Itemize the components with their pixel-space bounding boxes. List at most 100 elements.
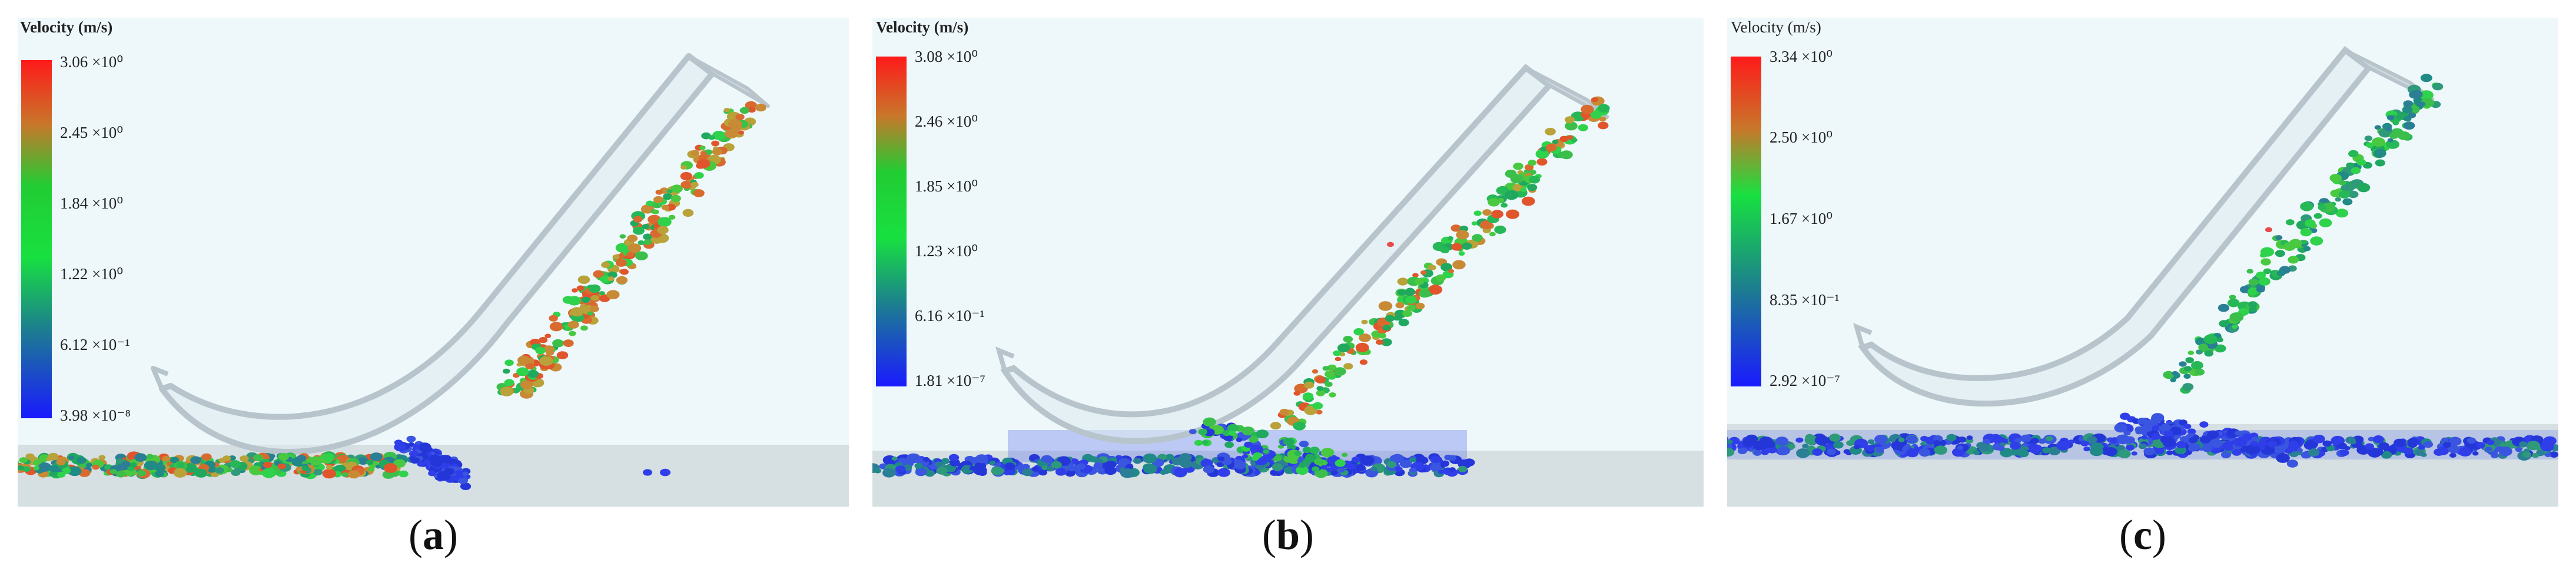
sim-background: [872, 18, 1704, 507]
particle: [1451, 243, 1462, 251]
particle: [2141, 435, 2147, 440]
particle: [520, 380, 533, 389]
particle: [1335, 356, 1342, 362]
particle: [1566, 135, 1574, 140]
particle: [1224, 441, 1234, 448]
particle: [170, 457, 180, 464]
particle: [1415, 302, 1425, 310]
particle: [1236, 437, 1243, 442]
particle: [2118, 449, 2131, 458]
particle: [1143, 464, 1157, 474]
legend-tick: 2.50 ×10⁰: [1770, 128, 1833, 146]
particle: [1273, 455, 1282, 462]
particle: [1038, 469, 1048, 476]
particle: [2100, 447, 2112, 455]
particle: [691, 150, 700, 156]
particle: [2472, 451, 2479, 456]
particle: [2381, 451, 2392, 459]
particle: [25, 453, 35, 460]
particle: [2045, 436, 2053, 441]
particle: [525, 363, 535, 370]
particle: [2204, 350, 2214, 357]
particle: [2163, 430, 2173, 437]
particle: [2227, 299, 2240, 308]
particle: [368, 467, 375, 472]
particle: [1316, 386, 1324, 391]
particle: [567, 320, 579, 329]
particle: [277, 463, 286, 469]
particle: [670, 194, 681, 202]
particle: [1463, 458, 1475, 467]
particle: [2448, 445, 2460, 454]
particle: [975, 454, 988, 464]
particle: [2442, 442, 2452, 448]
particle: [2275, 250, 2285, 257]
particle: [1397, 277, 1409, 286]
particle: [240, 455, 249, 462]
particle: [2160, 424, 2172, 432]
particle: [1906, 448, 1919, 458]
particle: [412, 444, 420, 449]
particle: [2193, 435, 2200, 440]
particle: [516, 367, 529, 376]
particle: [2303, 246, 2311, 252]
particle: [1456, 230, 1469, 240]
particle: [1320, 448, 1335, 458]
particle: [49, 465, 59, 472]
particle: [708, 135, 715, 140]
particle: [201, 453, 212, 461]
caption-paren-close: ): [2152, 511, 2166, 558]
particle: [1387, 242, 1394, 247]
particle: [1571, 138, 1578, 143]
particles: [1727, 74, 2558, 468]
particle: [1256, 429, 1269, 439]
particle: [1217, 456, 1225, 462]
particle: [2318, 204, 2326, 211]
particle: [1506, 209, 1519, 219]
particle: [1874, 435, 1888, 444]
legend-tick: 6.16 ×10⁻¹: [915, 307, 985, 325]
particle: [2403, 100, 2414, 107]
particle: [2312, 434, 2325, 444]
particle: [895, 465, 906, 473]
particle: [1046, 466, 1055, 472]
particle: [68, 466, 82, 477]
particle: [2285, 219, 2295, 226]
particle: [1494, 225, 1506, 234]
particle: [2222, 441, 2236, 451]
particle: [144, 460, 158, 471]
particle: [906, 453, 921, 464]
particle: [1829, 434, 1841, 442]
particle: [2296, 448, 2303, 453]
particle: [1448, 455, 1456, 461]
particle: [2288, 256, 2299, 264]
particle: [1973, 450, 1980, 455]
particle: [2083, 447, 2091, 452]
particle: [2407, 438, 2419, 446]
particle: [2330, 189, 2342, 197]
particle: [1990, 434, 2001, 442]
particle: [680, 172, 693, 181]
legend-tick: 1.85 ×10⁰: [915, 177, 978, 195]
particle: [2338, 180, 2346, 186]
particle: [2249, 306, 2257, 312]
particle: [633, 216, 643, 223]
particle: [1412, 273, 1419, 278]
particle: [535, 346, 546, 355]
legend-tick: 1.81 ×10⁻⁷: [915, 372, 985, 389]
particle: [1385, 315, 1395, 322]
particle: [2458, 447, 2472, 457]
particle: [2310, 236, 2323, 246]
particle: [1370, 467, 1377, 472]
particle: [646, 200, 654, 206]
particle: [608, 276, 615, 282]
particle: [1203, 465, 1214, 474]
particle: [177, 462, 185, 468]
particles: [872, 96, 1610, 478]
particle: [590, 295, 599, 301]
particle: [1249, 436, 1259, 443]
particle: [2487, 439, 2495, 445]
particle: [504, 379, 514, 386]
particle: [682, 209, 694, 217]
particle: [1527, 184, 1538, 191]
